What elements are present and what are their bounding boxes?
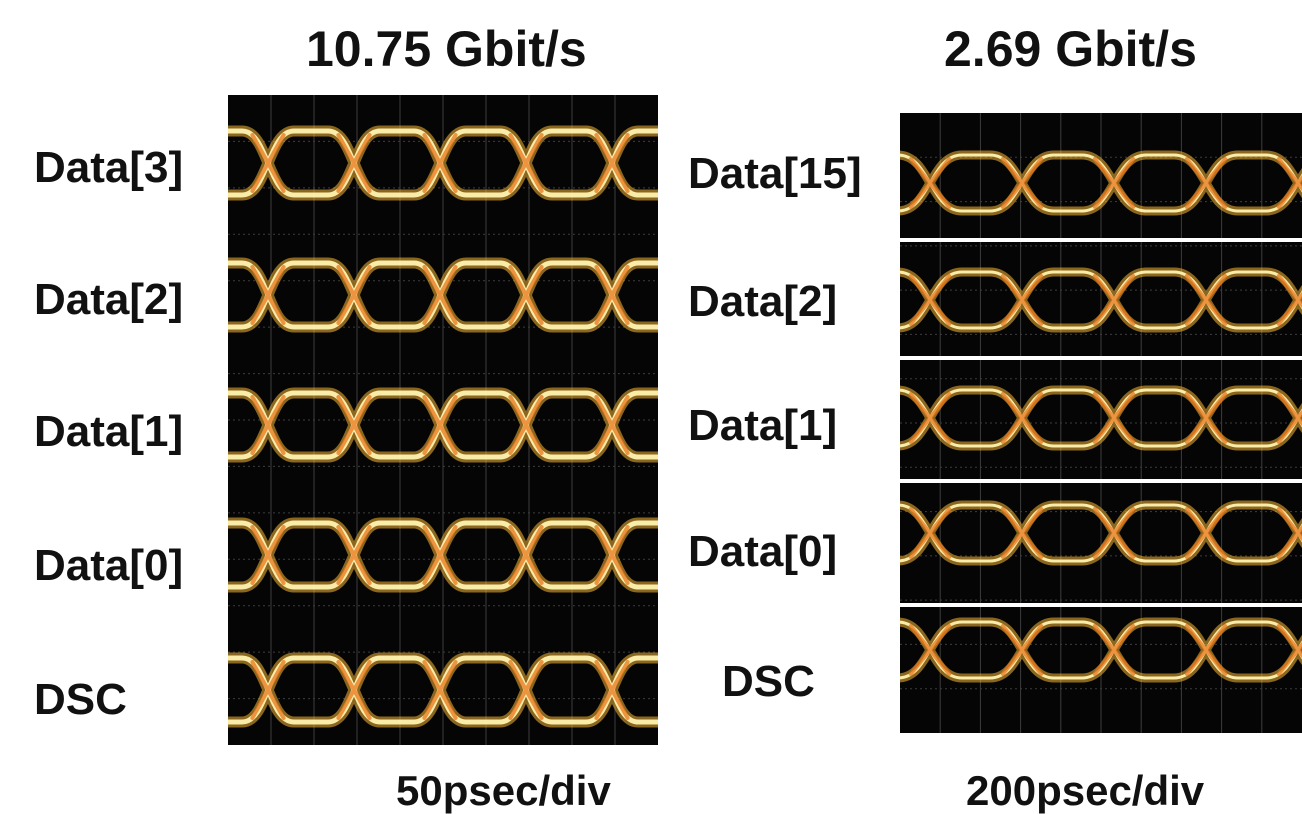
left-channel-label-0: Data[3] bbox=[34, 143, 184, 192]
left-rate-title: 10.75 Gbit/s bbox=[306, 21, 587, 77]
right-oscilloscope-screen bbox=[900, 113, 1302, 733]
left-channel-label-3: Data[0] bbox=[34, 541, 184, 590]
right-timebase-label: 200psec/div bbox=[966, 767, 1205, 814]
left-channel-label-1: Data[2] bbox=[34, 275, 184, 324]
left-channel-label-4: DSC bbox=[34, 675, 127, 724]
right-channel-label-4: DSC bbox=[722, 657, 815, 706]
left-oscilloscope-screen bbox=[228, 95, 658, 745]
right-channel-label-2: Data[1] bbox=[688, 401, 838, 450]
right-channel-label-3: Data[0] bbox=[688, 527, 838, 576]
right-channel-label-1: Data[2] bbox=[688, 277, 838, 326]
left-channel-label-2: Data[1] bbox=[34, 407, 184, 456]
right-channel-label-0: Data[15] bbox=[688, 149, 862, 198]
right-rate-title: 2.69 Gbit/s bbox=[944, 21, 1197, 77]
left-timebase-label: 50psec/div bbox=[396, 767, 611, 814]
